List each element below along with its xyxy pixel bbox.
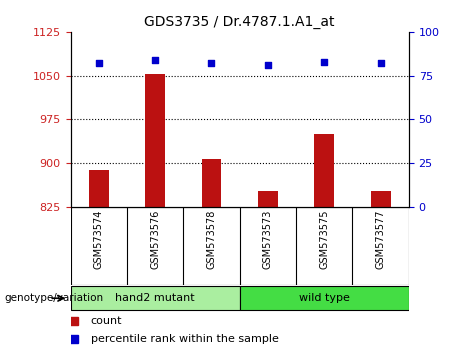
Bar [258, 191, 278, 207]
Bar [89, 170, 109, 207]
Point [151, 57, 159, 63]
Text: percentile rank within the sample: percentile rank within the sample [91, 334, 279, 344]
Point [264, 62, 272, 68]
FancyBboxPatch shape [240, 286, 409, 310]
Bar [371, 191, 391, 207]
FancyBboxPatch shape [70, 286, 240, 310]
Text: wild type: wild type [299, 293, 350, 303]
Point [377, 61, 384, 66]
Text: count: count [91, 316, 122, 326]
Bar [145, 74, 165, 207]
Text: GSM573577: GSM573577 [376, 210, 386, 269]
Text: GSM573576: GSM573576 [150, 210, 160, 269]
Text: GSM573578: GSM573578 [206, 210, 217, 269]
Point [321, 59, 328, 64]
Text: hand2 mutant: hand2 mutant [115, 293, 195, 303]
Title: GDS3735 / Dr.4787.1.A1_at: GDS3735 / Dr.4787.1.A1_at [144, 16, 335, 29]
Text: GSM573575: GSM573575 [319, 210, 329, 269]
Text: GSM573574: GSM573574 [94, 210, 104, 269]
Bar [202, 159, 221, 207]
Text: GSM573573: GSM573573 [263, 210, 273, 269]
Point [208, 61, 215, 66]
Bar [314, 134, 334, 207]
Point [95, 61, 102, 66]
Text: genotype/variation: genotype/variation [5, 293, 104, 303]
